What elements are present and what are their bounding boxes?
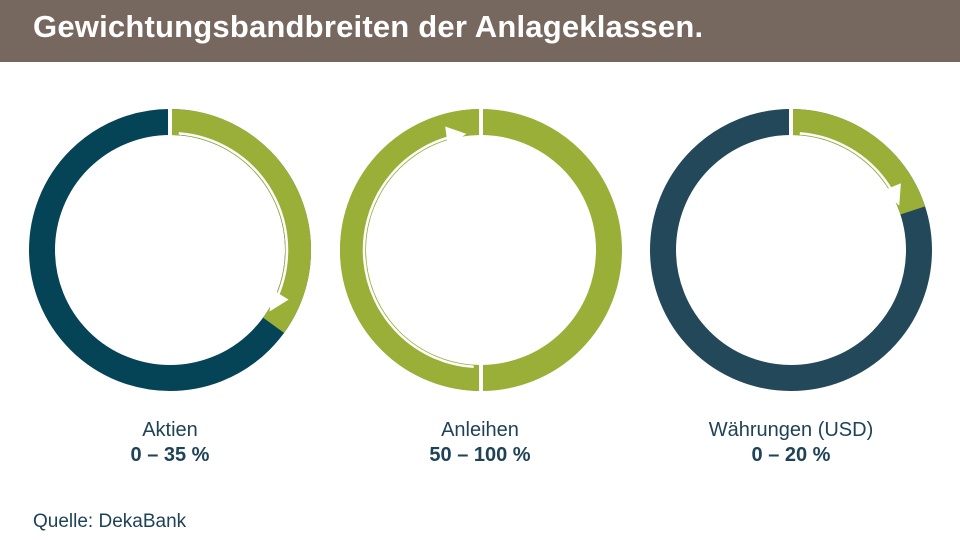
caption-anleihen: Anleihen 50 – 100 % xyxy=(330,418,630,468)
asset-class-label: Aktien xyxy=(142,419,198,441)
caption-aktien: Aktien 0 – 35 % xyxy=(20,418,320,468)
ring-aktien xyxy=(29,108,311,391)
header-bar: Gewichtungsbandbreiten der Anlageklassen… xyxy=(0,0,960,62)
asset-class-label: Anleihen xyxy=(441,419,519,441)
ring-waehrungen xyxy=(650,108,932,391)
arrow-line xyxy=(799,132,896,196)
arrow-head-icon xyxy=(882,183,901,206)
source-note: Quelle: DekaBank xyxy=(33,511,187,532)
arrow-line xyxy=(362,134,474,369)
ring-anleihen xyxy=(340,108,622,392)
weight-range-label: 50 – 100 % xyxy=(429,444,531,466)
ring-band-segment xyxy=(790,109,926,215)
asset-class-label: Währungen (USD) xyxy=(708,419,874,441)
arrow-head-icon xyxy=(269,289,289,312)
arrow-line xyxy=(178,132,289,302)
caption-waehrungen: Währungen (USD) 0 – 20 % xyxy=(641,418,941,468)
rings-chart xyxy=(29,108,932,392)
weight-range-label: 0 – 20 % xyxy=(751,444,831,466)
page-title: Gewichtungsbandbreiten der Anlageklassen… xyxy=(33,9,704,44)
arrow-head-icon xyxy=(445,126,467,147)
weight-range-label: 0 – 35 % xyxy=(130,444,210,466)
ring-band-segment xyxy=(169,109,311,333)
ring-band-segment xyxy=(340,109,482,391)
